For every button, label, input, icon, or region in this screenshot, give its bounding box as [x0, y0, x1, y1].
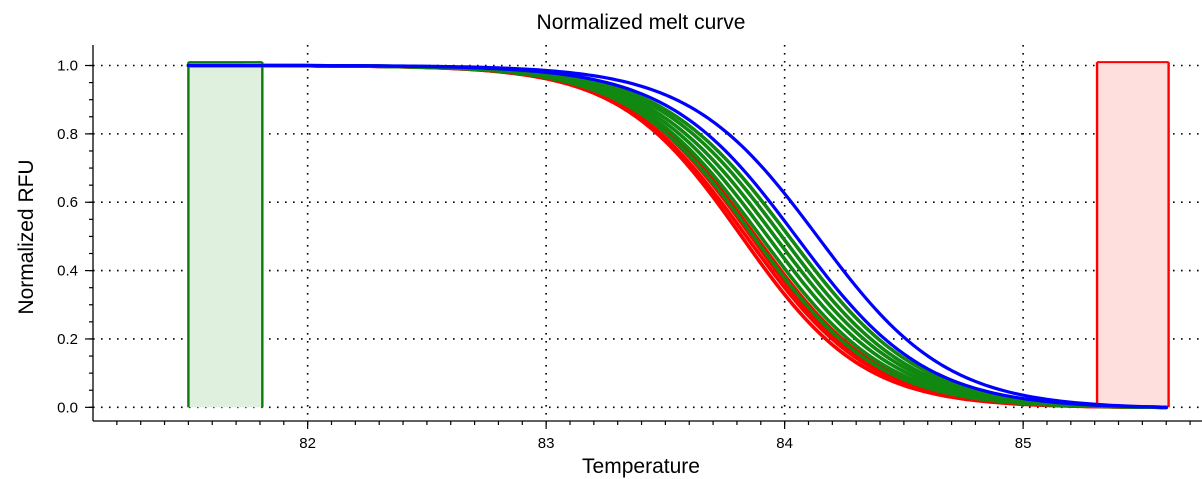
- melt-curves: [186, 63, 1169, 410]
- x-tick-label: 85: [1015, 435, 1032, 452]
- melt-region-2: [1097, 62, 1169, 408]
- y-tick-label: 0.6: [57, 194, 78, 211]
- y-tick-label: 0.0: [57, 399, 78, 416]
- y-tick-label: 0.8: [57, 126, 78, 143]
- x-tick-label: 82: [299, 435, 316, 452]
- x-tick-label: 84: [776, 435, 793, 452]
- melt-regions: [187, 61, 1170, 408]
- y-tick-label: 0.2: [57, 331, 78, 348]
- x-axis-label: Temperature: [582, 455, 700, 478]
- chart-title: Normalized melt curve: [537, 11, 746, 34]
- y-tick-label: 0.4: [57, 263, 78, 280]
- x-tick-label: 83: [538, 435, 555, 452]
- melt-curve-3-2: [186, 63, 1168, 409]
- melt-region-1: [188, 62, 263, 408]
- axes: 0.0 0.2 0.4 0.6 0.8 1.0 82 83 84 85: [57, 45, 1202, 452]
- y-tick-label: 1.0: [57, 58, 78, 75]
- y-axis-label: Normalized RFU: [15, 159, 38, 314]
